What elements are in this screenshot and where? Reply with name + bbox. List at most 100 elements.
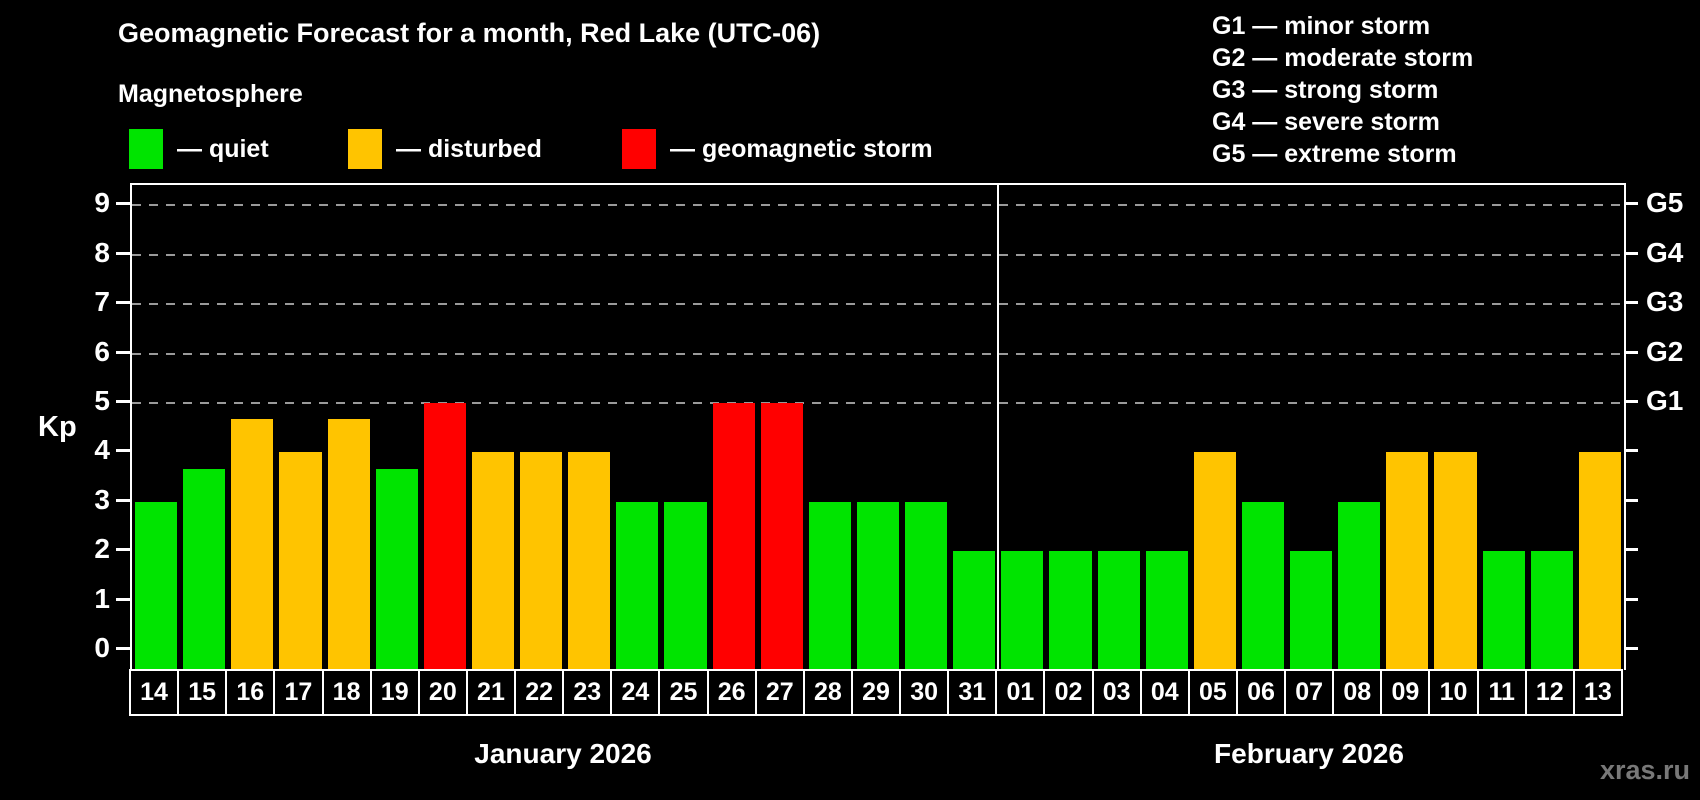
y-tick-right-1 [1624, 597, 1638, 601]
kp-bar-day-08 [1338, 501, 1381, 670]
y-tick-left-8 [116, 251, 130, 255]
day-label-01: 01 [995, 669, 1046, 716]
day-label-24: 24 [610, 669, 661, 716]
day-label-28: 28 [802, 669, 853, 716]
legend-quiet-label: — quiet [177, 134, 269, 163]
y-tick-label-2: 2 [94, 533, 110, 565]
day-label-27: 27 [754, 669, 805, 716]
y-tick-left-9 [116, 202, 130, 206]
y-tick-right-3 [1624, 498, 1638, 502]
gridline-kp7 [132, 303, 1624, 306]
subtitle-magnetosphere: Magnetosphere [118, 80, 303, 108]
kp-bar-day-16 [231, 419, 274, 670]
y-tick-right-9 [1624, 202, 1638, 206]
kp-bar-day-28 [808, 501, 851, 670]
y-tick-label-0: 0 [94, 632, 110, 663]
y-tick-left-4 [116, 449, 130, 453]
gridline-kp5 [132, 402, 1624, 404]
g-scale-label-g2: G2 [1646, 335, 1684, 367]
y-tick-right-8 [1624, 251, 1638, 255]
plot-area [130, 183, 1626, 670]
storm-swatch [622, 129, 656, 169]
kp-bar-day-12 [1530, 551, 1573, 670]
kp-bar-day-18 [327, 419, 370, 670]
day-label-09: 09 [1380, 669, 1431, 716]
g-legend-g5: G5 — extreme storm [1212, 140, 1457, 168]
y-tick-label-3: 3 [94, 483, 110, 515]
y-tick-right-4 [1624, 449, 1638, 453]
y-tick-left-3 [116, 498, 130, 502]
kp-bar-day-31 [953, 551, 996, 670]
g-legend-g2: G2 — moderate storm [1212, 44, 1474, 72]
day-label-16: 16 [225, 669, 276, 716]
day-label-21: 21 [465, 669, 517, 716]
day-label-26: 26 [706, 669, 757, 716]
kp-bar-day-17 [279, 452, 322, 670]
g-legend-g4: G4 — severe storm [1212, 108, 1440, 136]
y-tick-right-7 [1624, 301, 1638, 305]
g-legend-g1: G1 — minor storm [1212, 12, 1431, 40]
day-label-22: 22 [514, 669, 565, 716]
month-label-january: January 2026 [474, 738, 652, 769]
day-label-10: 10 [1428, 669, 1479, 716]
kp-bar-day-21 [471, 452, 515, 670]
y-tick-left-5 [116, 400, 130, 403]
day-label-25: 25 [658, 669, 709, 716]
y-tick-right-6 [1624, 350, 1638, 354]
g-scale-label-g3: G3 [1646, 286, 1684, 318]
y-tick-left-1 [116, 597, 130, 601]
kp-bar-day-30 [905, 501, 948, 670]
y-tick-label-6: 6 [94, 335, 110, 367]
page-title: Geomagnetic Forecast for a month, Red La… [118, 18, 821, 48]
day-label-19: 19 [369, 669, 420, 716]
kp-bar-day-22 [520, 452, 563, 670]
kp-bar-day-27 [760, 403, 803, 670]
legend-item-storm: — geomagnetic storm [622, 128, 933, 170]
kp-bar-day-07 [1290, 551, 1333, 670]
day-label-13: 13 [1572, 669, 1623, 716]
day-label-31: 31 [947, 669, 998, 716]
kp-bar-day-29 [856, 501, 900, 670]
kp-bar-day-04 [1145, 551, 1188, 670]
legend-disturbed-label: — disturbed [396, 134, 542, 163]
day-label-29: 29 [850, 669, 902, 716]
y-tick-label-9: 9 [94, 187, 110, 219]
day-label-30: 30 [899, 669, 950, 716]
day-label-06: 06 [1235, 669, 1287, 716]
gridline-kp6 [132, 352, 1624, 355]
legend-item-quiet: — quiet [129, 128, 269, 170]
kp-bar-day-25 [664, 501, 707, 670]
legend-item-disturbed: — disturbed [348, 128, 542, 170]
g-scale-label-g4: G4 [1646, 236, 1684, 268]
kp-bar-day-20 [423, 403, 466, 670]
y-tick-left-0 [116, 647, 130, 650]
y-tick-left-2 [116, 548, 130, 552]
y-tick-right-5 [1624, 400, 1638, 403]
kp-bar-day-23 [568, 452, 611, 670]
kp-bar-day-03 [1097, 551, 1140, 670]
kp-bar-day-11 [1482, 551, 1525, 670]
y-tick-label-1: 1 [94, 582, 110, 614]
kp-bar-day-02 [1049, 551, 1092, 670]
day-label-18: 18 [321, 669, 372, 716]
kp-bar-day-15 [183, 468, 226, 670]
kp-bar-day-10 [1434, 452, 1477, 670]
quiet-swatch [129, 129, 163, 169]
kp-bar-day-14 [135, 501, 178, 670]
day-label-04: 04 [1139, 669, 1190, 716]
day-label-02: 02 [1043, 669, 1094, 716]
y-tick-label-8: 8 [94, 236, 110, 268]
y-tick-label-7: 7 [94, 286, 110, 318]
y-tick-left-7 [116, 301, 130, 305]
y-axis-title-kp: Kp [38, 411, 77, 443]
y-tick-right-2 [1624, 548, 1638, 552]
day-label-11: 11 [1476, 669, 1527, 716]
kp-bar-day-01 [1001, 551, 1044, 670]
kp-bar-day-24 [616, 501, 659, 670]
month-label-february: February 2026 [1214, 738, 1404, 769]
kp-bar-day-05 [1193, 452, 1236, 670]
gridline-kp9 [132, 204, 1624, 207]
g-legend-g3: G3 — strong storm [1212, 76, 1439, 104]
day-label-23: 23 [562, 669, 613, 716]
